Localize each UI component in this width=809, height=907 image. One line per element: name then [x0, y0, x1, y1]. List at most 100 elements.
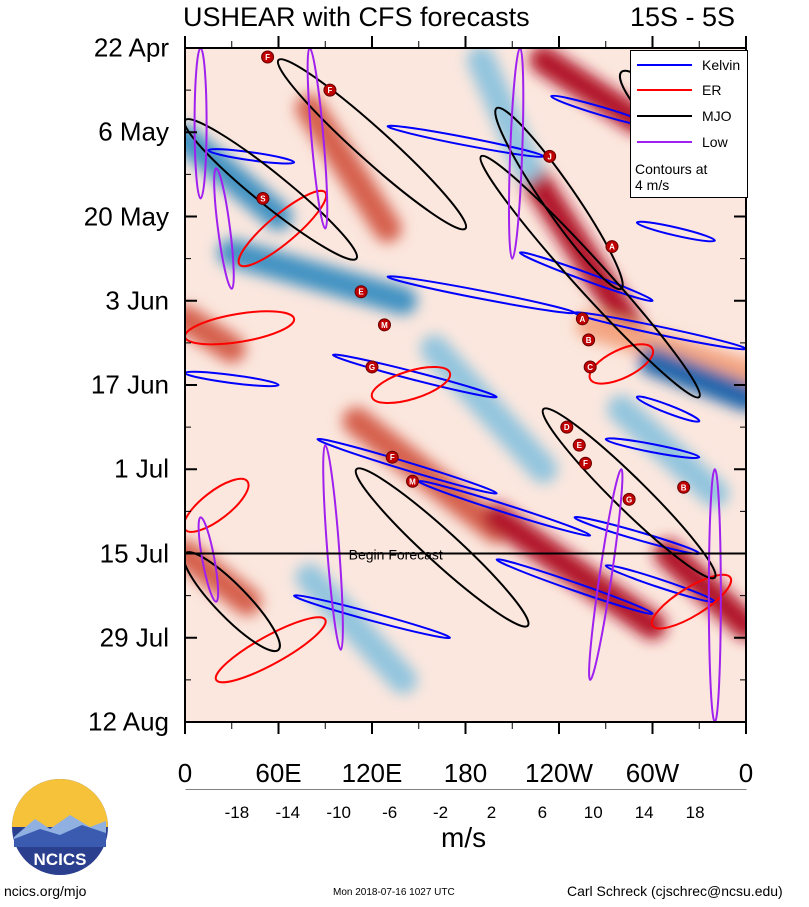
- er-contour: [370, 366, 452, 404]
- y-tick-label: 6 May: [98, 116, 169, 147]
- y-tick-label: 29 Jul: [99, 622, 169, 653]
- legend-mjo: MJO: [637, 108, 732, 124]
- y-tick-label: 17 Jun: [90, 369, 169, 400]
- y-tick-label: 1 Jul: [114, 453, 169, 484]
- er-contour: [650, 573, 733, 630]
- storm-label: M: [409, 477, 416, 486]
- storm-marker: [583, 360, 597, 374]
- storm-marker: [365, 360, 379, 374]
- mjo-contour: [185, 551, 281, 653]
- x-tick-label: 120W: [525, 758, 593, 788]
- storm-marker: [354, 285, 368, 299]
- colorbar-label: -6: [382, 803, 398, 822]
- low-contour: [213, 167, 235, 290]
- storm-label: F: [265, 53, 270, 62]
- storm-label: F: [327, 86, 332, 95]
- storm-label: E: [577, 441, 583, 450]
- storm-label: G: [626, 495, 632, 504]
- anomaly-band: [576, 310, 746, 387]
- legend: Kelvin ER MJO Low Contours at 4 m/s: [630, 50, 748, 198]
- y-tick-label: 12 Aug: [88, 706, 169, 737]
- storm-label: B: [681, 483, 687, 492]
- legend-er: ER: [637, 82, 721, 98]
- anomaly-band: [420, 334, 558, 484]
- low-contour: [588, 468, 624, 681]
- chart-title: USHEAR with CFS forecasts: [183, 2, 530, 32]
- anomaly-band: [607, 395, 729, 508]
- storm-label: E: [358, 288, 364, 297]
- storm-marker: [578, 456, 592, 470]
- legend-label: ER: [702, 82, 722, 98]
- x-tick-label: 0: [738, 758, 754, 788]
- storm-label: M: [381, 321, 388, 330]
- storm-marker: [377, 318, 391, 332]
- region-label: 15S - 5S: [630, 2, 736, 32]
- er-contour: [588, 343, 655, 385]
- kelvin-contour: [573, 311, 746, 351]
- storm-marker: [543, 149, 557, 163]
- storm-label: B: [586, 336, 592, 345]
- storm-marker: [256, 191, 270, 205]
- low-contour: [197, 516, 220, 603]
- colorbar-units: m/s: [441, 822, 487, 853]
- legend-label: Kelvin: [702, 57, 741, 73]
- storm-label: C: [587, 363, 593, 372]
- colorbar-label: 2: [486, 803, 497, 822]
- colorbar-label: -14: [275, 803, 301, 822]
- mjo-contour: [276, 58, 468, 231]
- kelvin-contour: [519, 251, 654, 303]
- kelvin-contour: [293, 594, 451, 640]
- kelvin-contour: [635, 220, 716, 243]
- legend-note: Contours at 4 m/s: [635, 161, 707, 193]
- anomaly-band: [638, 346, 746, 412]
- er-contour: [237, 189, 328, 268]
- anomaly-band: [513, 154, 651, 351]
- forecast-annotation: Begin Forecast: [349, 547, 443, 563]
- x-tick-label: 0: [177, 758, 193, 788]
- kelvin-contour: [635, 395, 701, 423]
- anomaly-band: [295, 563, 418, 694]
- colorbar-label: 14: [634, 803, 654, 822]
- storm-marker: [575, 312, 589, 326]
- colorbar-label: -18: [224, 803, 250, 822]
- er-contour: [214, 616, 327, 684]
- y-tick-label: 20 May: [83, 201, 169, 231]
- plot-frame: [184, 47, 747, 723]
- storm-marker: [572, 438, 586, 452]
- footer-url: ncics.org/mjo: [4, 883, 87, 899]
- storm-marker: [560, 420, 574, 434]
- storm-marker: [261, 50, 275, 64]
- legend-kelvin: Kelvin: [637, 57, 740, 73]
- x-tick-label: 120E: [341, 758, 403, 788]
- x-tick-label: 60W: [625, 758, 680, 788]
- x-tick-label: 60E: [255, 758, 302, 788]
- storm-marker: [323, 83, 337, 97]
- storm-label: G: [369, 363, 375, 372]
- storm-label: J: [547, 152, 551, 161]
- low-contour: [193, 48, 208, 200]
- storm-label: F: [583, 459, 588, 468]
- y-tick-label: 15 Jul: [99, 538, 169, 568]
- kelvin-contour: [332, 353, 498, 399]
- storm-label: D: [564, 423, 570, 432]
- anomaly-band: [654, 539, 746, 640]
- footer-author: Carl Schreck (cjschrec@ncsu.edu): [567, 883, 783, 899]
- legend-low: Low: [637, 134, 728, 150]
- anomaly-band: [529, 48, 651, 135]
- low-contour: [707, 468, 722, 722]
- legend-label: MJO: [702, 108, 732, 124]
- anomaly-band: [467, 48, 542, 183]
- kelvin-contour: [495, 558, 654, 615]
- storm-marker: [622, 492, 636, 506]
- mjo-contour: [541, 407, 717, 580]
- kelvin-contour: [316, 437, 498, 495]
- colorbar-label: -10: [326, 803, 352, 822]
- footer-timestamp: Mon 2018-07-16 1027 UTC: [333, 887, 455, 898]
- x-tick-label: 180: [443, 758, 488, 788]
- mjo-contour: [354, 467, 530, 628]
- colorbar-label: 6: [537, 803, 548, 822]
- legend-label: Low: [702, 134, 728, 150]
- anomaly-band: [185, 539, 262, 616]
- storm-label: S: [260, 194, 266, 203]
